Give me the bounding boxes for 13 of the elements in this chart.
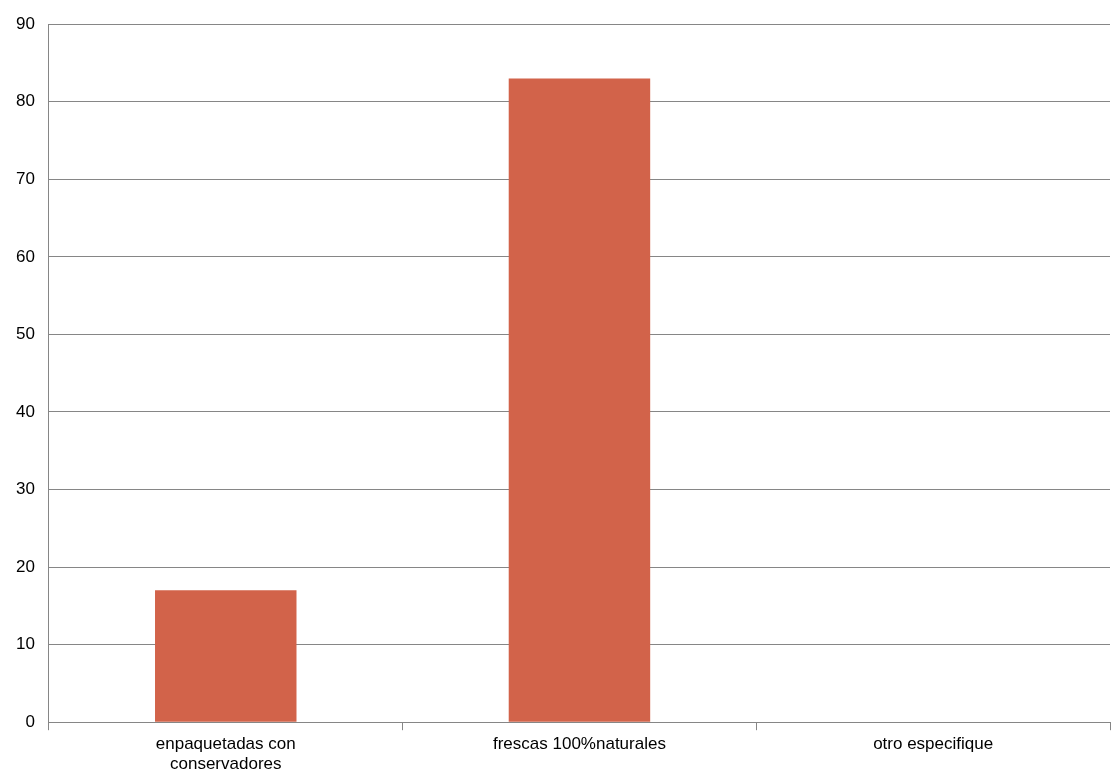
x-tick-label: enpaquetadas con conservadores (155, 734, 296, 774)
y-tick-label: 30 (15, 479, 35, 499)
x-tick-label: frescas 100%naturales (492, 734, 666, 754)
y-tick-label: 70 (15, 169, 35, 188)
y-tick-label: 90 (15, 13, 35, 33)
y-tick-label: 40 (15, 401, 35, 421)
y-tick-label: 80 (15, 91, 35, 111)
x-tick-label: otro especifique (873, 734, 994, 754)
y-tick-label: 60 (15, 246, 35, 266)
y-tick-label: 50 (15, 324, 35, 344)
y-tick-label: 0 (25, 711, 35, 731)
y-tick-label: 10 (15, 634, 35, 654)
y-tick-label: 20 (15, 556, 35, 576)
